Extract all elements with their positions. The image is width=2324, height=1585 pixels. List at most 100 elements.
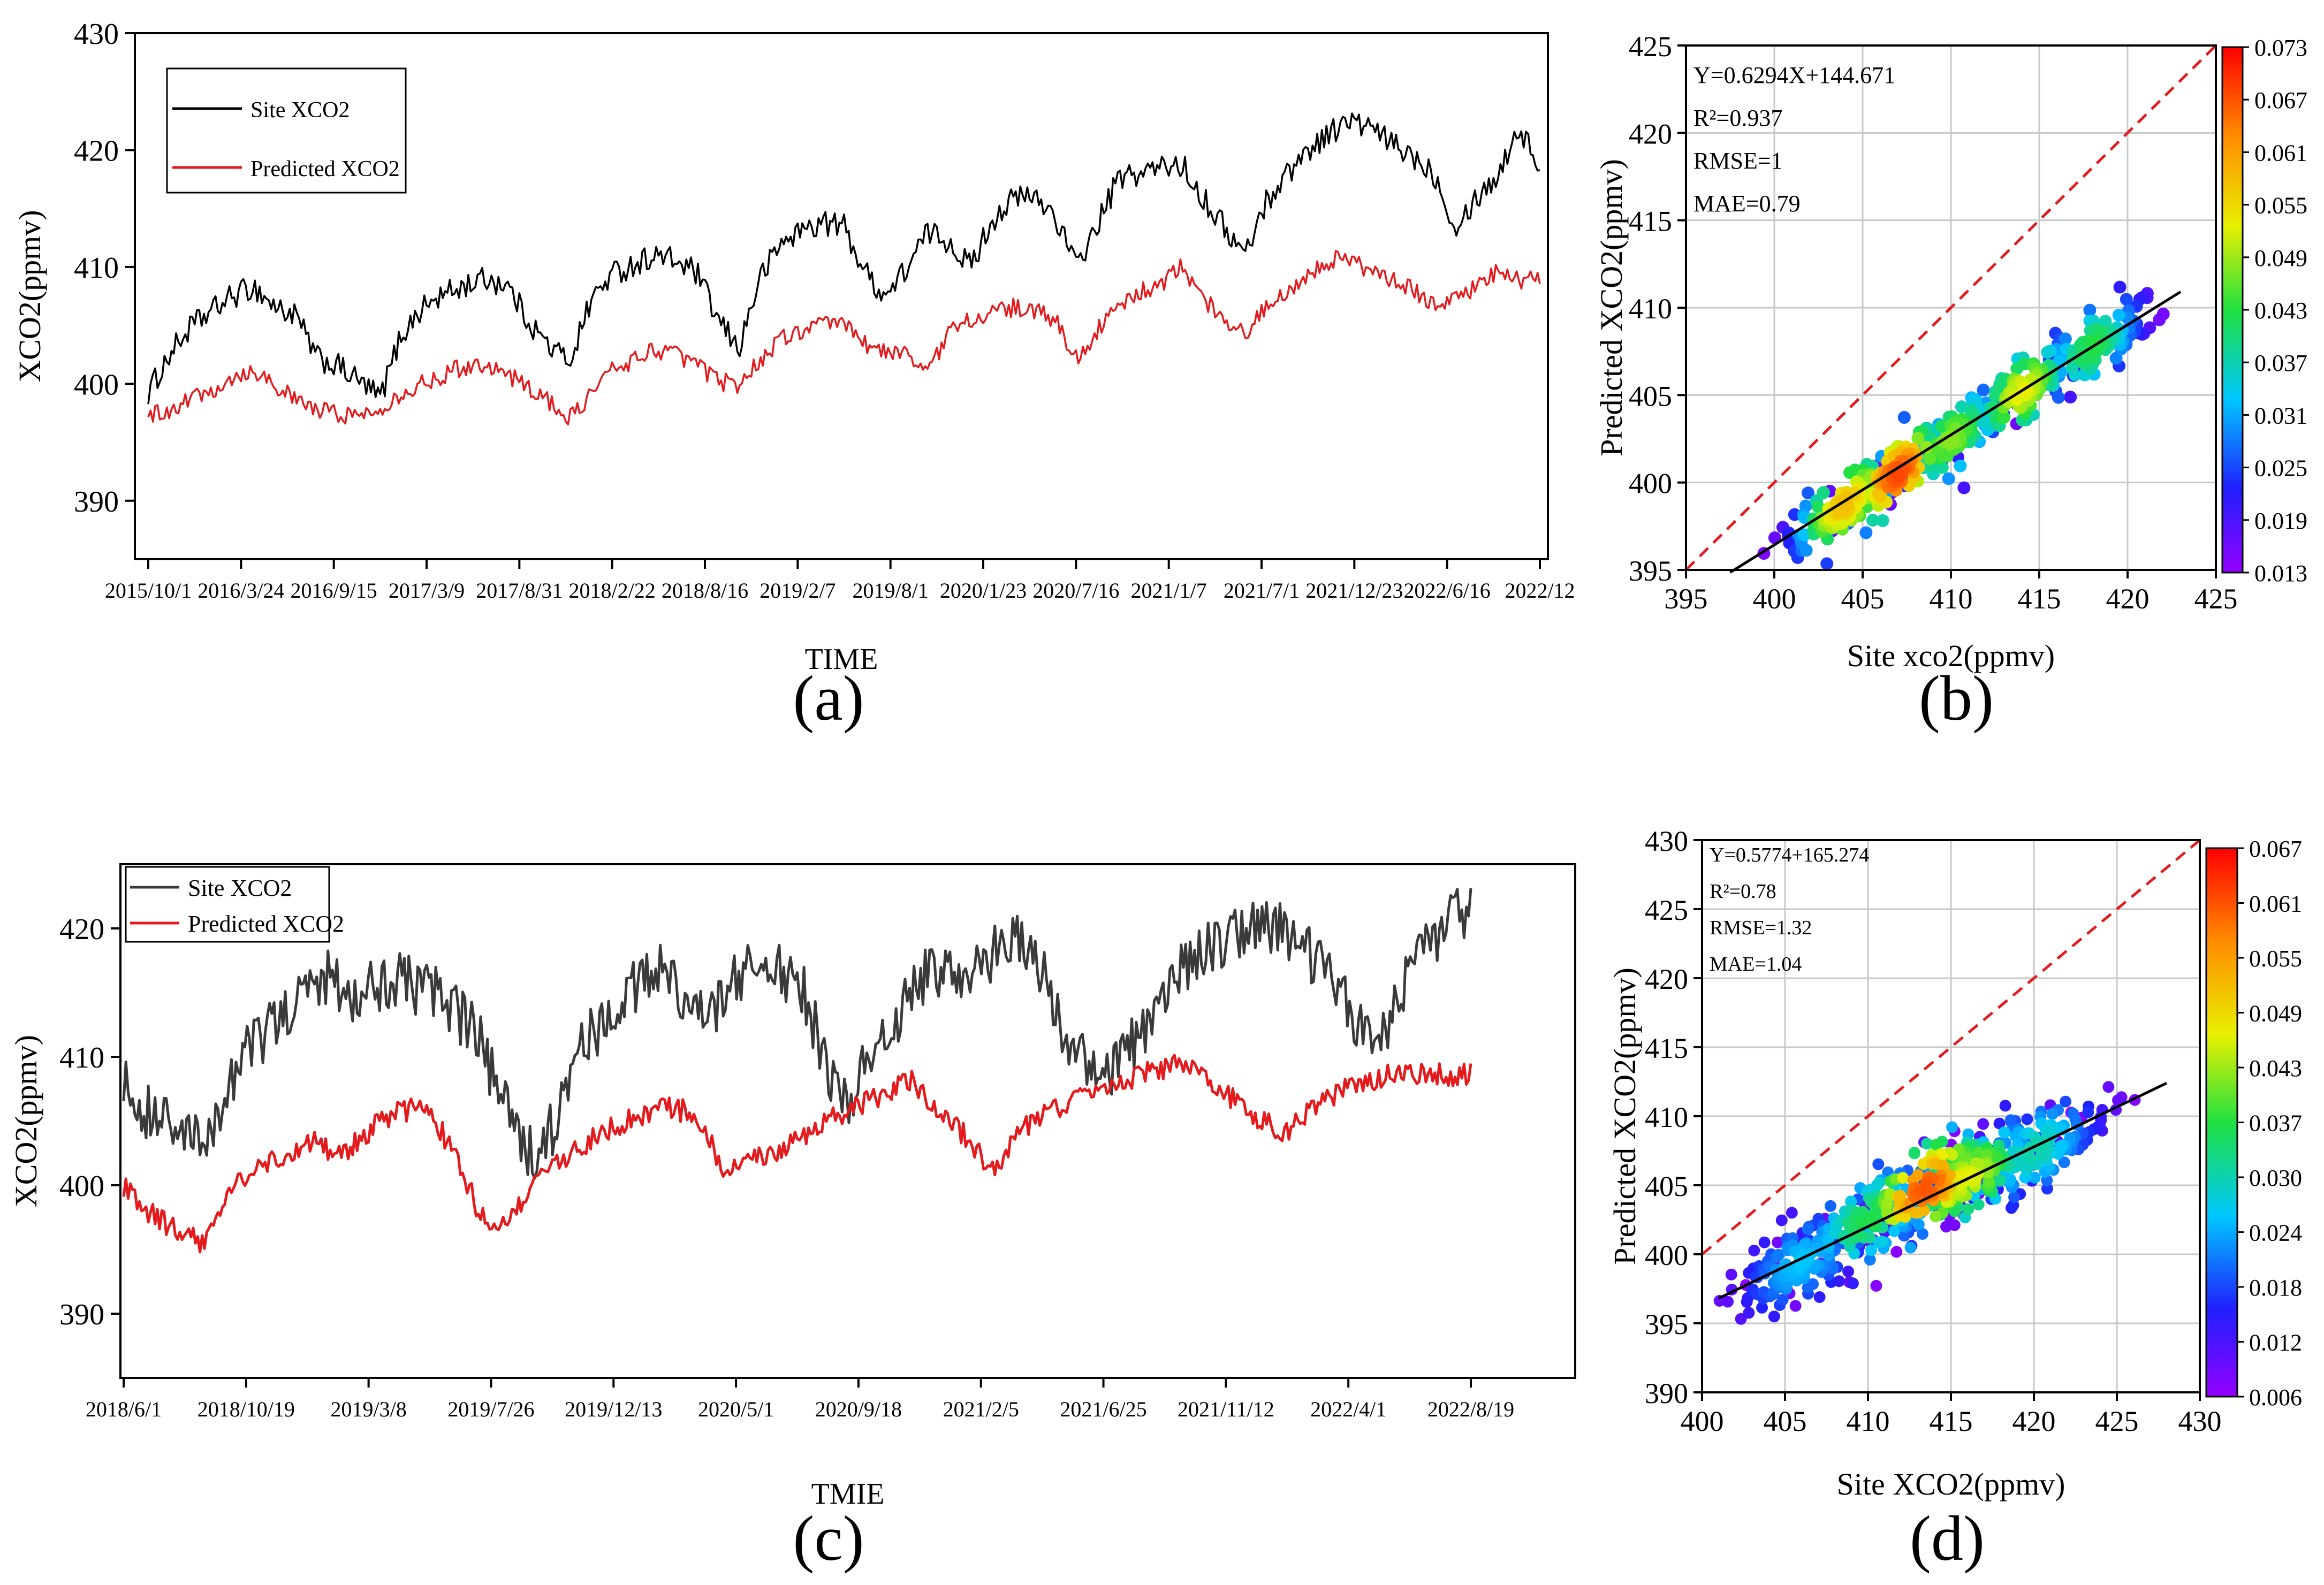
scatter-point [1866, 514, 1879, 527]
scatter-point [1917, 1158, 1930, 1170]
y-axis-title: Predicted XCO2(ppmv) [1607, 967, 1642, 1265]
scatter-point [1775, 1214, 1788, 1226]
colorbar-tick-label: 0.049 [2249, 1001, 2302, 1027]
colorbar-tick-label: 0.061 [2254, 140, 2307, 166]
x-tick-label: 2021/7/1 [1224, 578, 1300, 603]
stat-annotation: Y=0.6294X+144.671 [1693, 62, 1895, 88]
legend-label: Site XCO2 [250, 98, 350, 123]
x-tick-label: 2019/3/8 [331, 1397, 407, 1421]
scatter-point [1957, 481, 1971, 494]
scatter-point [1864, 1254, 1876, 1266]
colorbar-tick-label: 0.024 [2249, 1220, 2302, 1246]
x-tick-label: 410 [1930, 583, 1973, 615]
fit-line [1729, 291, 2182, 574]
scatter-point [1977, 1118, 1989, 1130]
scatter-point [1872, 1158, 1885, 1170]
y-tick-label: 390 [1645, 1377, 1688, 1409]
x-axis-title: TMIE [811, 1477, 885, 1511]
scatter-point [1847, 1277, 1859, 1290]
legend-label: Predicted XCO2 [188, 911, 344, 937]
scatter-point [1962, 1203, 1974, 1215]
x-tick-label: 2021/11/12 [1178, 1397, 1274, 1421]
scatter-point [1820, 557, 1834, 570]
scatter-point [1768, 1310, 1780, 1323]
scatter-point [1930, 1210, 1941, 1223]
x-tick-label: 2016/3/24 [198, 578, 284, 603]
y-tick-label: 410 [1629, 293, 1672, 325]
y-tick-label: 430 [74, 18, 119, 51]
scatter-point [1972, 1199, 1985, 1210]
scatter-point [1916, 1228, 1928, 1240]
colorbar-tick-label: 0.018 [2249, 1275, 2302, 1301]
scatter-point [2059, 332, 2072, 346]
scatter-point [1789, 1300, 1802, 1312]
plot-frame [134, 32, 1549, 560]
scatter-point [2052, 391, 2065, 404]
scatter-point [1813, 1291, 1826, 1303]
scatter-point [1904, 1241, 1917, 1254]
y-tick-label: 405 [1645, 1170, 1688, 1202]
y-tick-label: 410 [74, 252, 119, 285]
scatter-point [1799, 544, 1813, 557]
scatter-point [1920, 440, 1933, 454]
scatter-point [1798, 528, 1811, 542]
x-tick-label: 2019/12/13 [565, 1397, 662, 1421]
x-tick-label: 415 [1930, 1405, 1973, 1437]
y-axis-title: XCO2(ppmv) [12, 210, 47, 382]
panel-label: (b) [1919, 662, 1994, 734]
scatter-point [1865, 1244, 1877, 1256]
colorbar-tick-label: 0.073 [2254, 35, 2307, 61]
x-tick-label: 2018/6/1 [86, 1397, 162, 1421]
x-tick-label: 2019/7/26 [447, 1397, 534, 1421]
colorbar-tick-label: 0.013 [2254, 560, 2307, 586]
scatter-point [1786, 1207, 1798, 1219]
panel-label: (d) [1910, 1503, 1985, 1574]
scatter-point [1954, 459, 1967, 473]
legend-box [166, 67, 407, 194]
colorbar-tick-label: 0.061 [2249, 891, 2302, 917]
x-tick-label: 2018/8/16 [662, 578, 748, 603]
x-tick-label: 410 [1847, 1405, 1890, 1437]
scatter-point [2041, 1183, 2053, 1195]
stat-annotation: MAE=0.79 [1693, 190, 1801, 217]
scatter-point [2021, 1113, 2033, 1125]
y-tick-label: 395 [1645, 1308, 1688, 1340]
scatter-point [1937, 1160, 1949, 1172]
scatter-point [1758, 1236, 1771, 1248]
x-tick-label: 400 [1753, 583, 1796, 615]
scatter-point [1876, 1236, 1888, 1248]
colorbar-tick-label: 0.037 [2249, 1110, 2302, 1137]
x-axis-title: Site XCO2(ppmv) [1837, 1467, 2065, 1502]
scatter-point [1817, 486, 1830, 499]
y-tick-label: 390 [74, 485, 119, 519]
colorbar-tick-label: 0.055 [2254, 193, 2307, 219]
x-tick-label: 2022/4/1 [1310, 1397, 1386, 1421]
x-tick-label: 2019/2/7 [760, 578, 836, 603]
scatter-point [1994, 1174, 2006, 1186]
stat-annotation: RMSE=1 [1693, 148, 1783, 174]
series-predicted-xco2 [122, 1054, 1472, 1254]
x-axis-title: TIME [805, 643, 878, 676]
series-site-xco2 [122, 888, 1472, 1180]
scatter-point [1955, 400, 1968, 414]
colorbar-tick-label: 0.043 [2249, 1055, 2302, 1081]
x-tick-label: 2019/8/1 [853, 578, 929, 603]
series-site-xco2 [147, 112, 1540, 405]
scatter-point [1807, 1278, 1819, 1290]
plot-frame [119, 863, 1576, 1379]
legend-label: Predicted XCO2 [250, 157, 400, 181]
scatter-point [1890, 1246, 1903, 1258]
scatter-point [2029, 1171, 2041, 1184]
scatter-point [1977, 383, 1990, 397]
colorbar-tick-label: 0.006 [2249, 1384, 2302, 1411]
scatter-point [2060, 1095, 2072, 1108]
scatter-point [1859, 526, 1873, 539]
panel-label: (a) [793, 662, 864, 734]
scatter-point [1811, 500, 1825, 513]
x-tick-label: 2022/12 [1505, 578, 1575, 603]
x-tick-label: 2020/9/18 [815, 1397, 902, 1421]
scatter-point [1870, 1279, 1882, 1292]
y-tick-label: 415 [1629, 205, 1672, 238]
scatter-point [2058, 1156, 2070, 1169]
x-tick-label: 2021/2/5 [943, 1397, 1019, 1421]
